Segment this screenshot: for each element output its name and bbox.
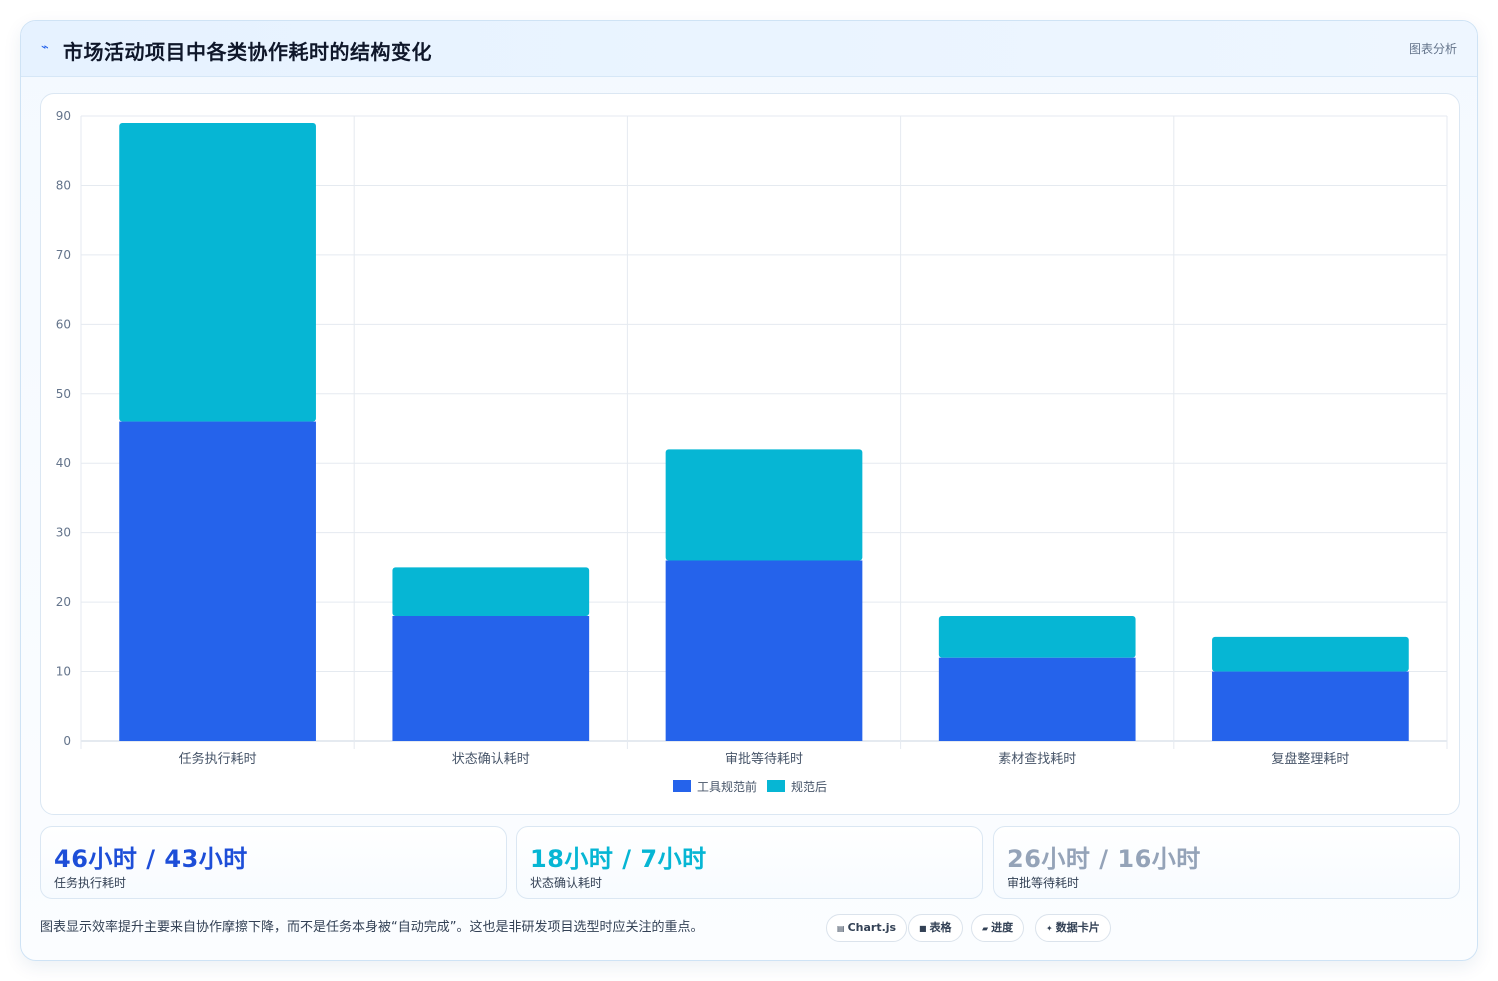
legend-label: 工具规范前 [697,779,757,794]
bar-after [938,616,1136,658]
bar-before [1212,671,1409,741]
y-tick-label: 80 [56,178,71,192]
card-title: 市场活动项目中各类协作耗时的结构变化 [63,40,432,64]
chart-analysis-tag: 图表分析 [1408,42,1457,56]
chart-card: ⌁ 市场活动项目中各类协作耗时的结构变化 图表分析 0 10 20 30 40 50 60 7… [20,20,1478,961]
stat-card-task-execution: 46小时 / 43小时 任务执行耗时 [40,826,507,899]
stat-label: 审批等待耗时 [1007,876,1080,890]
stat-value: 46小时 / 43小时 [54,845,248,873]
x-tick-label: 审批等待耗时 [725,751,803,767]
chart-icon: ▤ [837,924,845,933]
progress-icon: ▰ [982,924,989,933]
stacked-bar-chart: 0 10 20 30 40 50 60 70 80 90 任务执行耗时 状态确认耗时 审批等待耗时 素材查… [56,109,1448,794]
y-tick-label: 60 [56,317,71,331]
bar-before [392,616,590,741]
chart-area: 0 10 20 30 40 50 60 70 80 90 任务执行耗时 状态确认耗时 审批等待耗时 素材查… [40,93,1460,815]
pill-data-card[interactable]: ✦ 数据卡片 [1035,914,1111,942]
stat-card-approval-wait: 26小时 / 16小时 审批等待耗时 [993,826,1460,899]
legend-swatch [767,780,785,792]
y-tick-label: 10 [56,665,71,679]
bar-after [665,449,863,561]
y-tick-label: 70 [56,248,71,262]
stat-value: 18小时 / 7小时 [530,845,707,873]
card-header: ⌁ 市场活动项目中各类协作耗时的结构变化 图表分析 [21,21,1477,77]
y-tick-label: 30 [56,526,71,540]
pill-progress[interactable]: ▰ 进度 [971,914,1025,942]
bar-after [392,567,590,616]
x-tick-label: 复盘整理耗时 [1271,751,1349,767]
bar-before [938,657,1136,741]
pill-table[interactable]: ■ 表格 [908,914,963,942]
bar-after [1212,636,1409,672]
bar-before [119,421,316,741]
sparkle-icon: ✦ [1046,924,1053,933]
bar-before [665,560,863,741]
x-tick-label: 素材查找耗时 [998,752,1076,767]
y-tick-label: 50 [56,387,71,401]
legend-label: 规范后 [791,779,827,794]
bar-after [119,122,316,422]
pill-label: 表格 [929,921,952,934]
table-icon: ■ [919,924,927,933]
pill-label: 进度 [991,921,1014,934]
x-tick-label: 状态确认耗时 [452,752,530,767]
chart-trend-icon: ⌁ [41,40,49,55]
legend-swatch [673,780,691,792]
y-tick-label: 90 [56,109,71,123]
y-tick-label: 40 [56,456,71,470]
y-tick-label: 20 [56,595,71,609]
stat-card-status-confirm: 18小时 / 7小时 状态确认耗时 [516,826,983,899]
stat-value: 26小时 / 16小时 [1007,845,1201,873]
stat-label: 任务执行耗时 [54,876,127,890]
pill-label: Chart.js [847,921,897,934]
stat-label: 状态确认耗时 [530,876,603,890]
pill-label: 数据卡片 [1055,921,1100,934]
pill-chartjs[interactable]: ▤ Chart.js [826,914,908,942]
x-tick-label: 任务执行耗时 [179,751,257,767]
y-tick-label: 0 [63,734,71,748]
chart-note: 图表显示效率提升主要来自协作摩擦下降，而不是任务本身被“自动完成”。这也是非研发… [40,920,704,935]
